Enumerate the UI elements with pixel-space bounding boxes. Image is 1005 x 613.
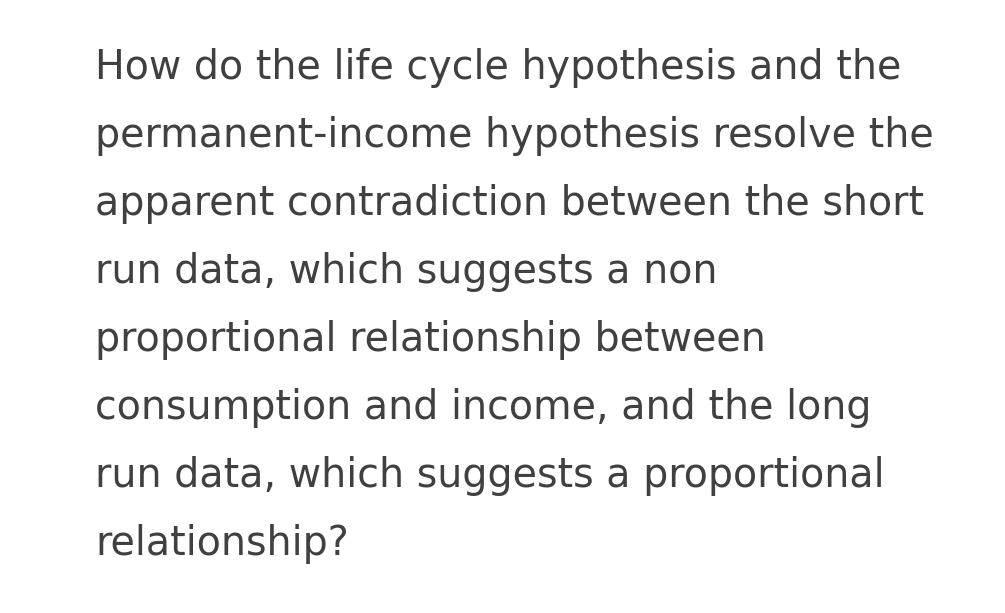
Text: relationship?: relationship? [95,524,349,564]
Text: run data, which suggests a proportional: run data, which suggests a proportional [95,456,884,496]
Text: consumption and income, and the long: consumption and income, and the long [95,388,871,428]
Text: How do the life cycle hypothesis and the: How do the life cycle hypothesis and the [95,48,901,88]
Text: run data, which suggests a non: run data, which suggests a non [95,252,718,292]
Text: apparent contradiction between the short: apparent contradiction between the short [95,184,925,224]
Text: permanent-income hypothesis resolve the: permanent-income hypothesis resolve the [95,116,934,156]
Text: proportional relationship between: proportional relationship between [95,320,766,360]
